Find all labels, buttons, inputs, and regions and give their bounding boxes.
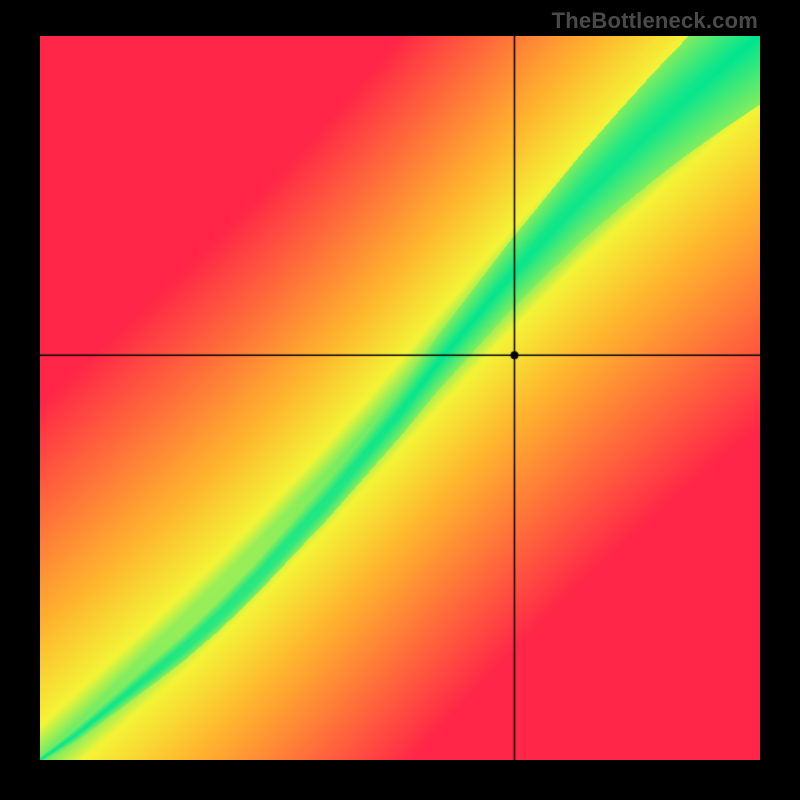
- watermark-text: TheBottleneck.com: [552, 8, 758, 34]
- bottleneck-heatmap: [40, 36, 760, 760]
- chart-container: TheBottleneck.com: [0, 0, 800, 800]
